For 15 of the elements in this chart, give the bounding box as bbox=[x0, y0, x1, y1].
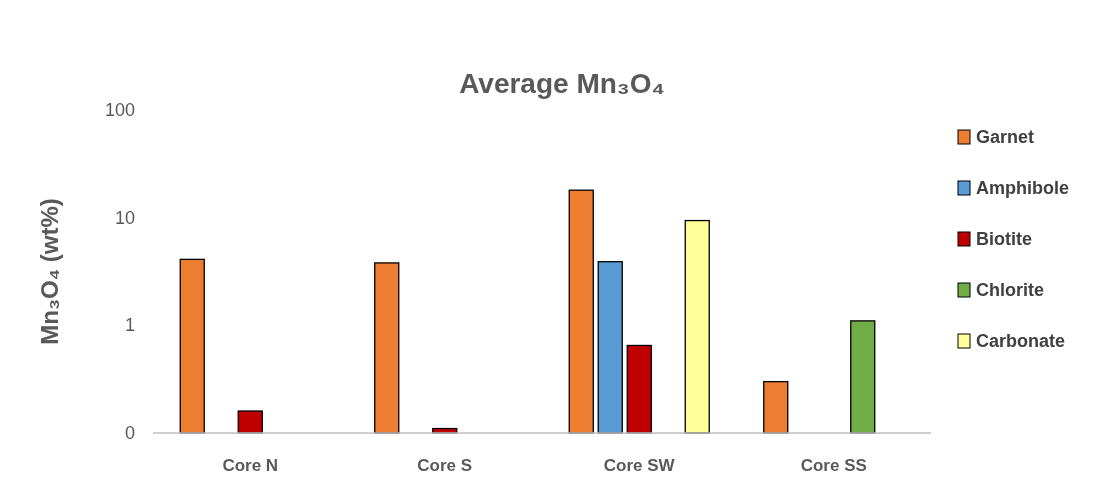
y-tick-label: 1 bbox=[124, 315, 135, 336]
y-tick-label: 10 bbox=[114, 207, 135, 228]
y-tick-label: 100 bbox=[104, 100, 135, 120]
x-tick-label: Core N bbox=[222, 456, 279, 475]
legend-label: Biotite bbox=[976, 229, 1032, 249]
legend-label: Garnet bbox=[976, 127, 1035, 147]
chart-title: Average Mn₃O₄ bbox=[459, 68, 665, 99]
x-tick-label: Core SS bbox=[800, 456, 867, 475]
legend-label: Amphibole bbox=[976, 178, 1069, 198]
y-axis-title: Mn₃O₄ (wt%) bbox=[36, 198, 63, 345]
x-tick-label: Core SW bbox=[603, 456, 676, 475]
y-tick-label: 0 bbox=[124, 423, 135, 443]
legend-label: Chlorite bbox=[976, 280, 1045, 300]
x-tick-label: Core S bbox=[417, 456, 473, 475]
legend-label: Carbonate bbox=[976, 331, 1066, 351]
